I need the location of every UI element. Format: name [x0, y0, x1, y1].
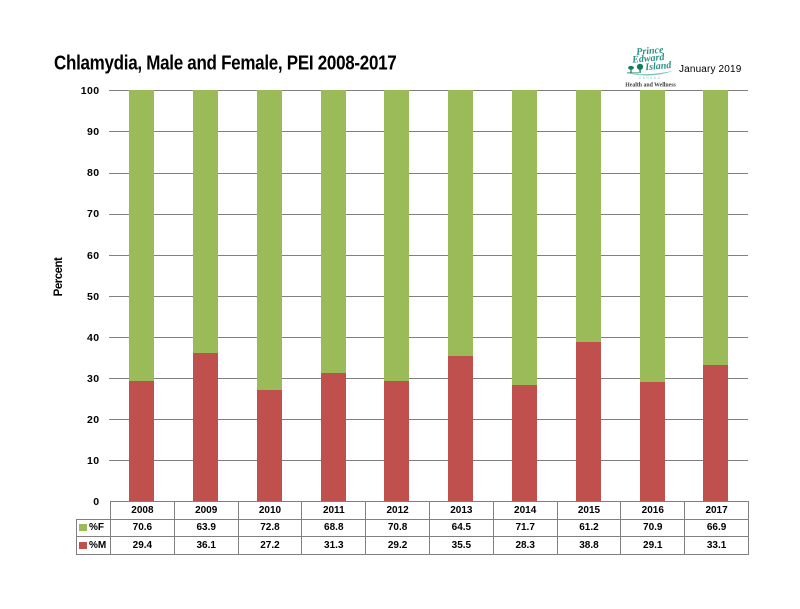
svg-text:Edward: Edward	[631, 52, 666, 66]
svg-text:CANADA: CANADA	[639, 76, 662, 80]
svg-text:Health and Wellness: Health and Wellness	[625, 82, 676, 88]
svg-text:Island: Island	[644, 60, 673, 73]
svg-text:Prince: Prince	[636, 45, 665, 58]
